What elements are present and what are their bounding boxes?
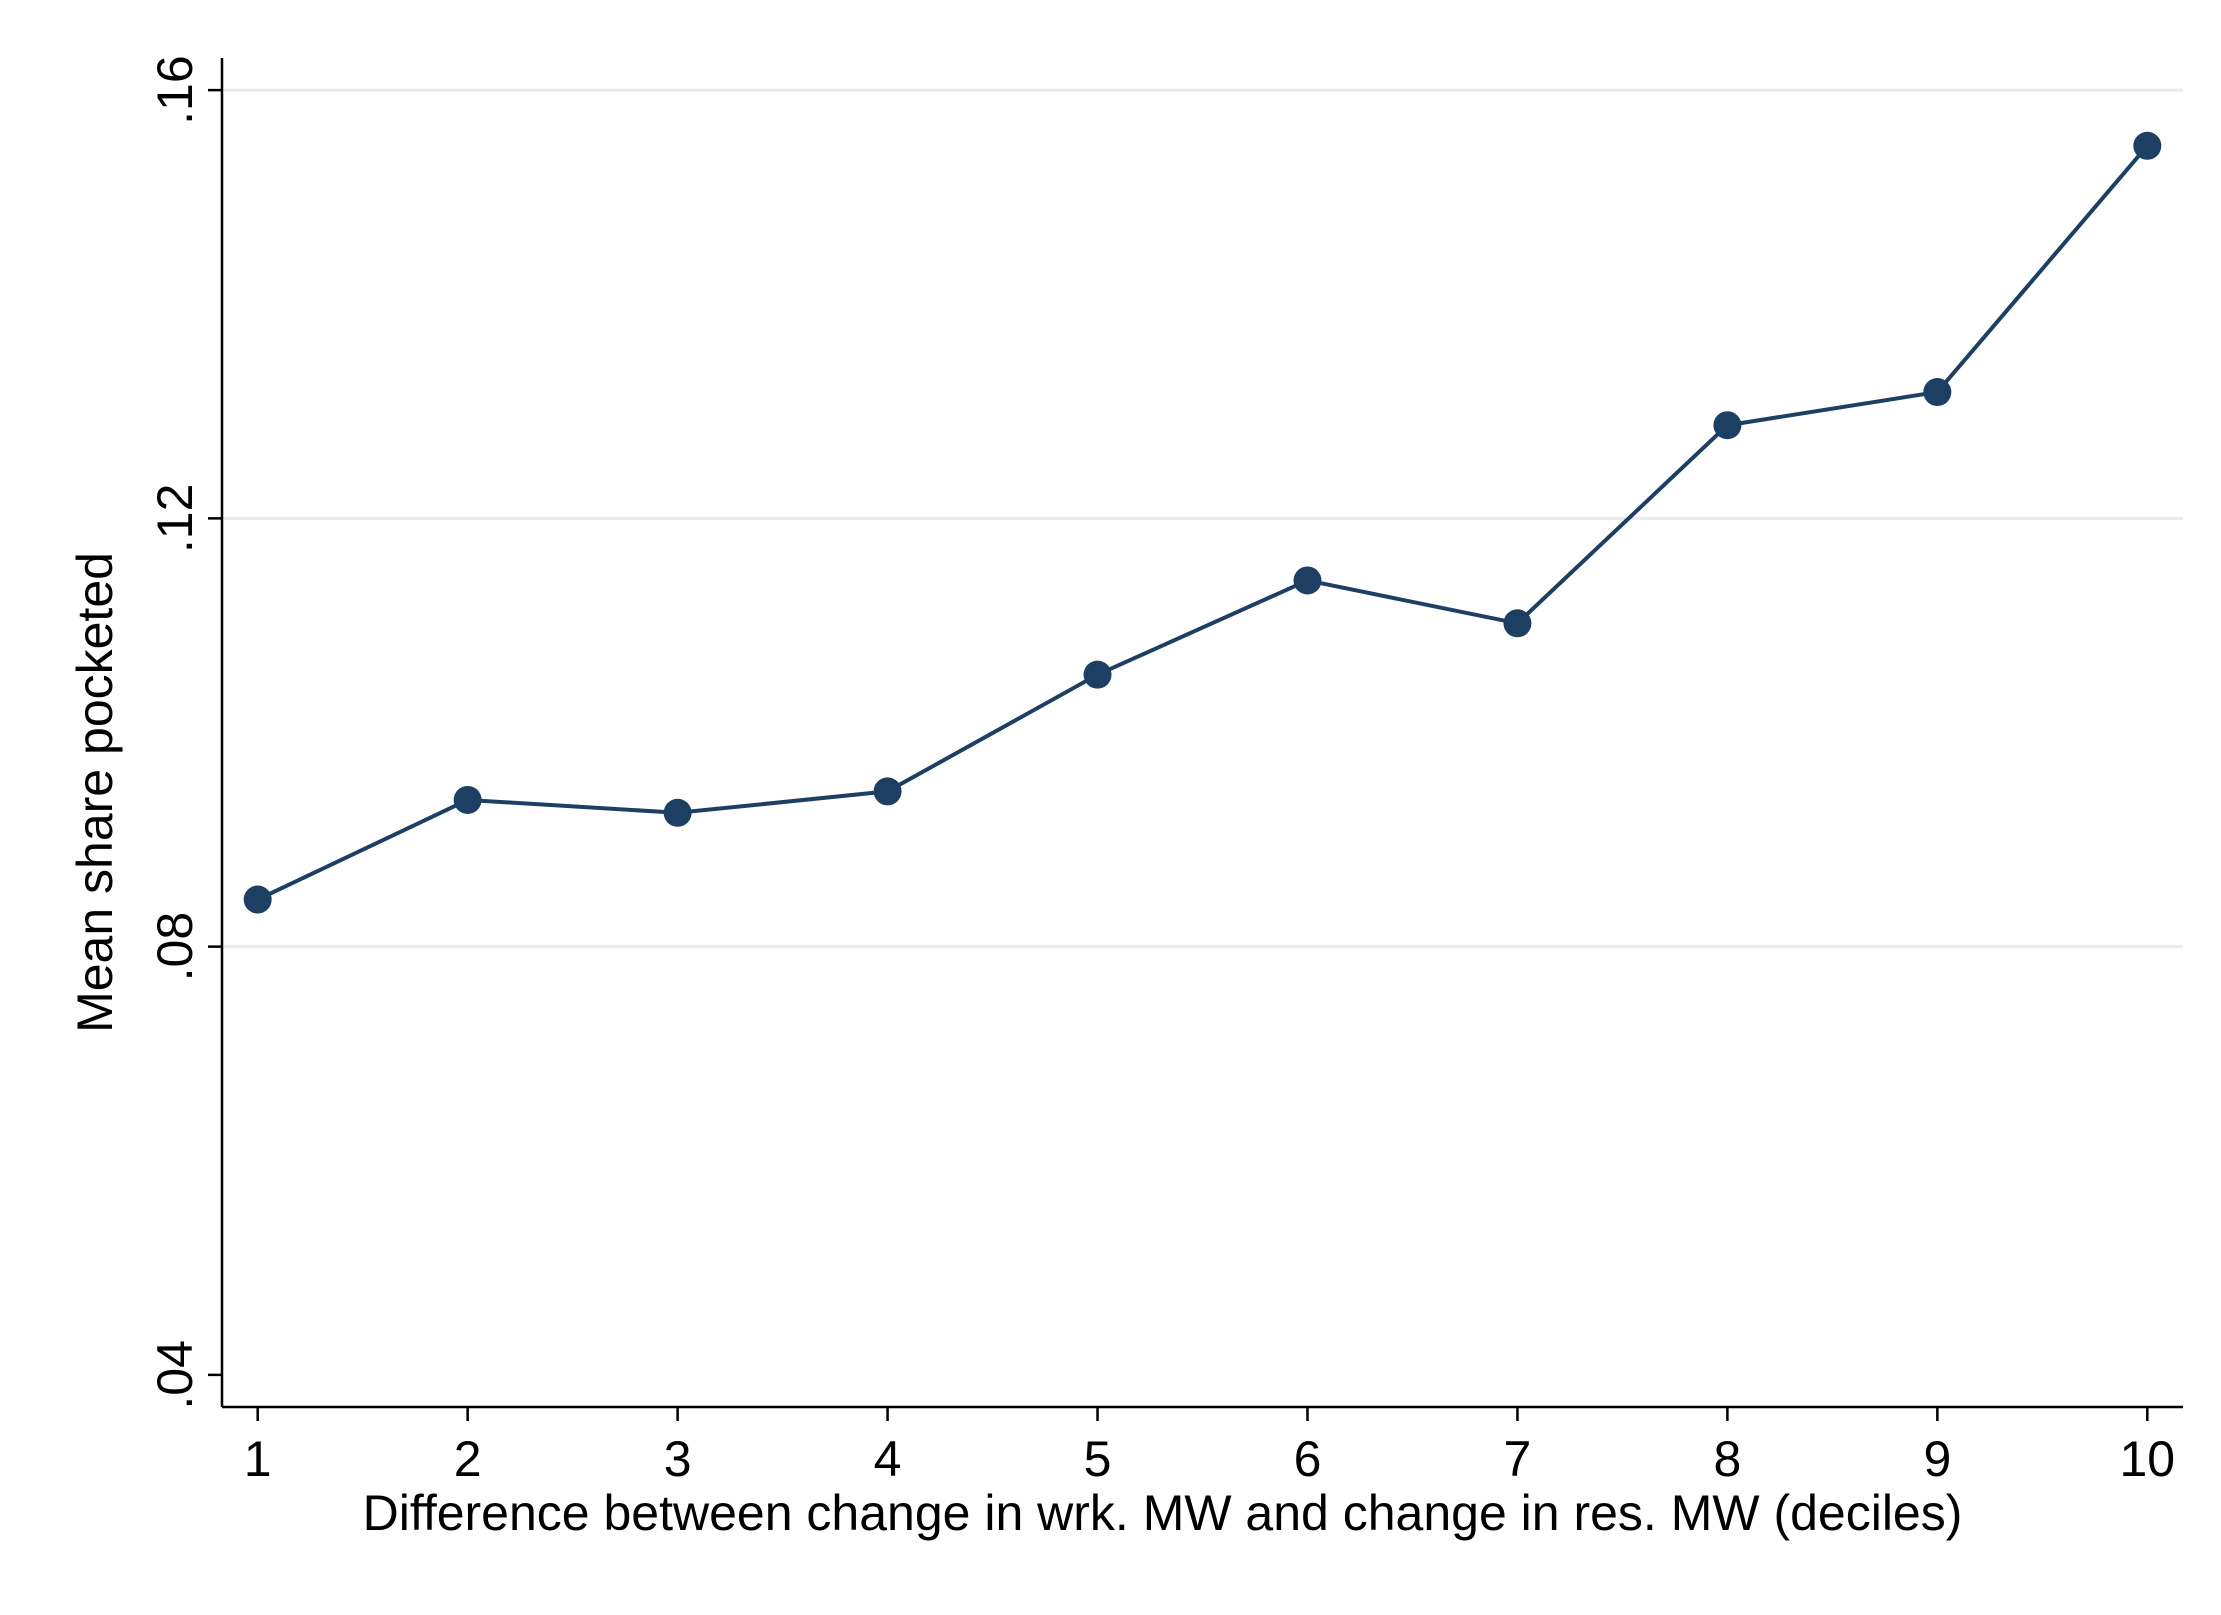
gridlines: [222, 88, 2183, 949]
data-point: [243, 885, 272, 914]
data-point: [1713, 411, 1742, 440]
x-tick-label: 6: [1294, 1431, 1322, 1487]
x-tick-label: 1: [244, 1431, 272, 1487]
x-tick-label: 10: [2119, 1431, 2175, 1487]
axis-labels: Difference between change in wrk. MW and…: [67, 552, 1962, 1541]
series-line: [256, 144, 2149, 902]
data-point: [1293, 566, 1322, 595]
data-point: [1083, 660, 1112, 689]
x-tick-label: 9: [1923, 1431, 1951, 1487]
x-tick-label: 2: [454, 1431, 482, 1487]
data-point: [1503, 609, 1532, 638]
x-tick-label: 7: [1504, 1431, 1532, 1487]
y-tick-label: .12: [147, 484, 203, 554]
x-tick-label: 8: [1713, 1431, 1741, 1487]
x-tick-label: 3: [664, 1431, 692, 1487]
axes: .04 .08 .12 .16 1 2 3 4 5 6 7 8 9 10: [147, 55, 2183, 1487]
x-axis-title: Difference between change in wrk. MW and…: [363, 1485, 1963, 1541]
data-point: [2133, 131, 2162, 160]
y-tick-label: .16: [147, 55, 203, 125]
y-axis-title: Mean share pocketed: [67, 552, 123, 1033]
x-tick-label: 5: [1084, 1431, 1112, 1487]
data-point: [873, 777, 902, 806]
series-group: [243, 131, 2162, 914]
data-point: [663, 798, 692, 827]
x-tick-label: 4: [874, 1431, 902, 1487]
data-point: [1923, 378, 1952, 407]
data-point: [453, 785, 482, 814]
y-tick-label: .08: [147, 912, 203, 982]
y-tick-label: .04: [147, 1340, 203, 1410]
